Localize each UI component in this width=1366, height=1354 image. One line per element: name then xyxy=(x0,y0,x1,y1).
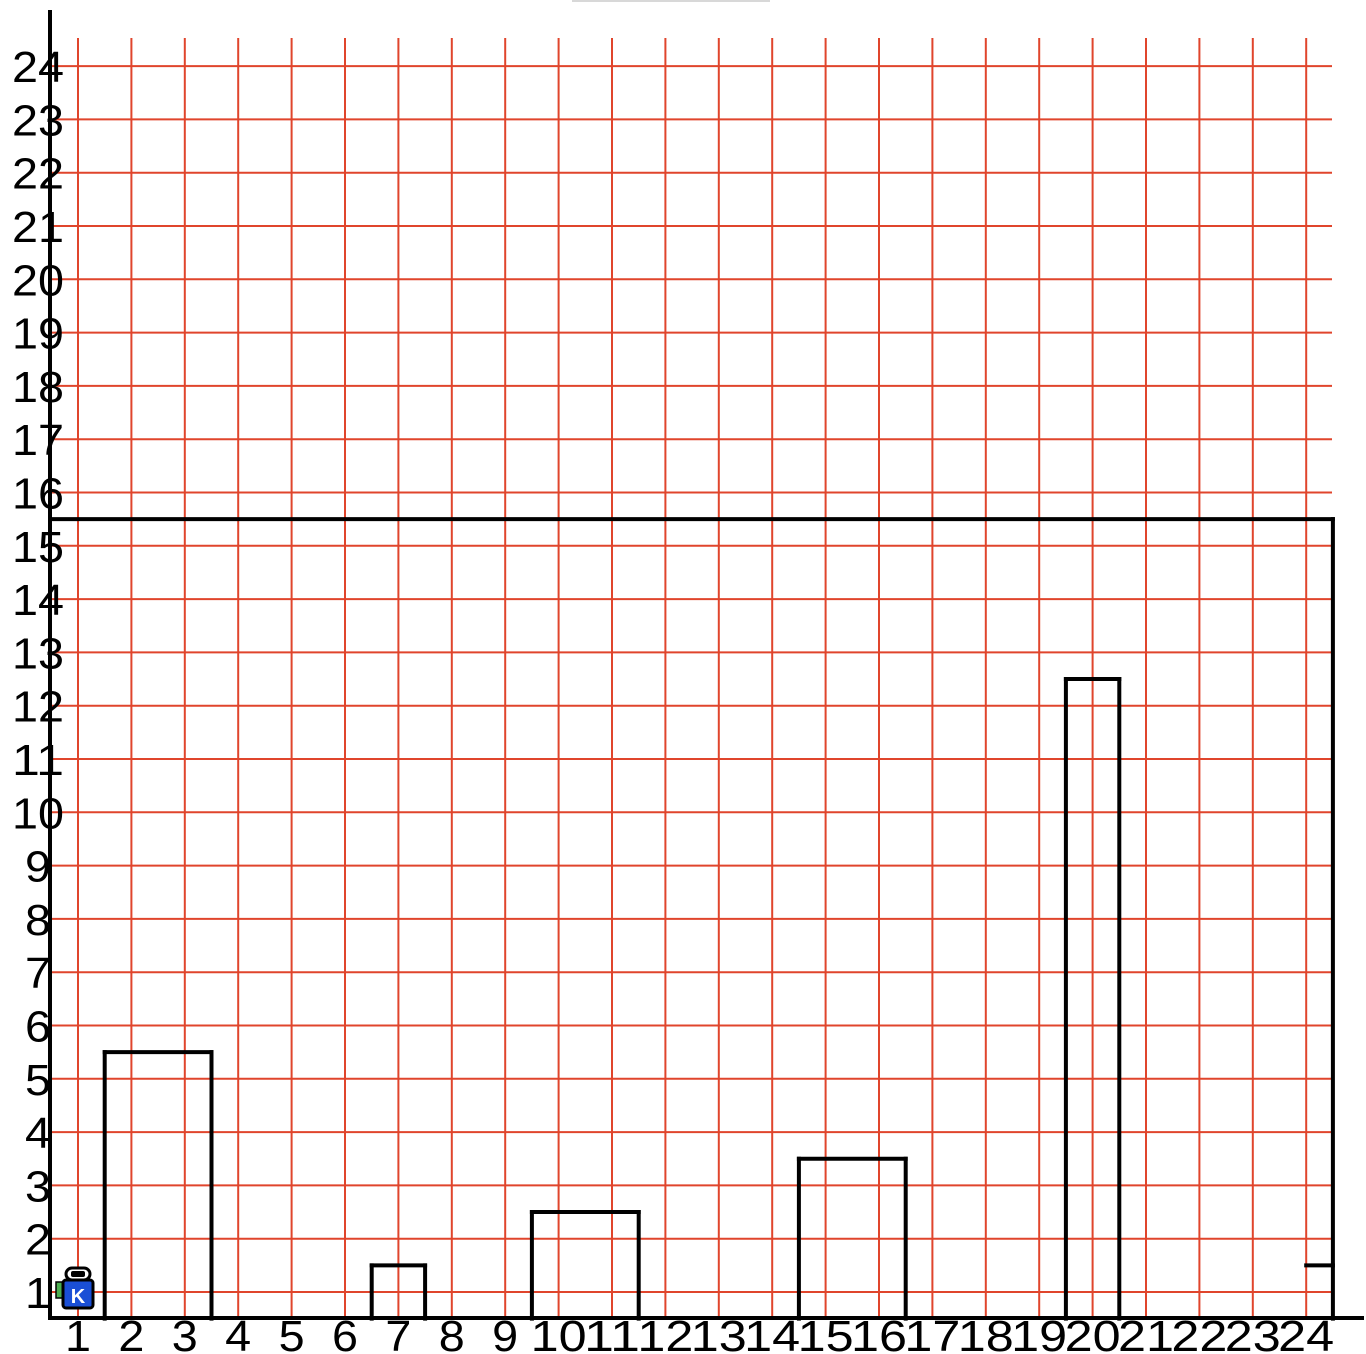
y-tick-label: 4 xyxy=(25,1109,51,1158)
x-tick-label: 10 xyxy=(531,1312,587,1354)
x-tick-label: 14 xyxy=(744,1312,800,1354)
y-tick-label: 14 xyxy=(12,576,64,625)
x-tick-label: 16 xyxy=(851,1312,907,1354)
x-tick-label: 18 xyxy=(958,1312,1014,1354)
x-tick-label: 2 xyxy=(118,1312,144,1354)
x-tick-label: 17 xyxy=(904,1312,960,1354)
y-tick-label: 22 xyxy=(12,150,64,199)
x-tick-label: 12 xyxy=(637,1312,693,1354)
y-tick-label: 1 xyxy=(25,1269,51,1318)
robot-letter: K xyxy=(71,1286,86,1308)
x-tick-label: 4 xyxy=(225,1312,251,1354)
x-tick-label: 19 xyxy=(1011,1312,1067,1354)
y-tick-label: 18 xyxy=(12,363,64,412)
x-tick-label: 6 xyxy=(332,1312,358,1354)
x-tick-label: 11 xyxy=(584,1312,640,1354)
x-tick-label: 1 xyxy=(65,1312,91,1354)
y-tick-label: 2 xyxy=(25,1216,51,1265)
x-tick-label: 8 xyxy=(439,1312,465,1354)
walls xyxy=(49,517,1335,1321)
x-tick-label: 5 xyxy=(279,1312,305,1354)
x-tick-label: 21 xyxy=(1118,1312,1174,1354)
robot-icon[interactable]: K xyxy=(55,1266,95,1310)
x-tick-label: 20 xyxy=(1065,1312,1121,1354)
y-tick-label: 13 xyxy=(12,629,64,678)
y-tick-label: 8 xyxy=(25,896,51,945)
x-tick-label: 9 xyxy=(492,1312,518,1354)
y-tick-label: 19 xyxy=(12,310,64,359)
x-tick-label: 23 xyxy=(1225,1312,1281,1354)
y-tick-label: 6 xyxy=(25,1003,51,1052)
x-tick-label: 3 xyxy=(172,1312,198,1354)
y-tick-label: 20 xyxy=(12,256,64,305)
y-tick-label: 21 xyxy=(12,203,64,252)
y-tick-label: 24 xyxy=(12,43,64,92)
y-tick-label: 11 xyxy=(12,736,64,785)
y-tick-label: 7 xyxy=(25,949,51,998)
y-tick-label: 12 xyxy=(12,683,64,732)
y-tick-label: 3 xyxy=(25,1162,51,1211)
axes xyxy=(48,10,1364,1320)
x-tick-label: 22 xyxy=(1171,1312,1227,1354)
grid-lines xyxy=(50,38,1332,1318)
x-tick-label: 15 xyxy=(798,1312,854,1354)
y-tick-label: 16 xyxy=(12,470,64,519)
robot-visor xyxy=(71,1271,85,1277)
y-tick-label: 23 xyxy=(12,96,64,145)
x-tick-label: 7 xyxy=(385,1312,411,1354)
x-tick-label: 13 xyxy=(691,1312,747,1354)
y-tick-label: 17 xyxy=(12,416,64,465)
y-tick-label: 15 xyxy=(12,523,64,572)
y-tick-label: 10 xyxy=(12,789,64,838)
y-tick-label: 9 xyxy=(25,843,51,892)
x-tick-label: 24 xyxy=(1278,1312,1334,1354)
y-tick-label: 5 xyxy=(25,1056,51,1105)
